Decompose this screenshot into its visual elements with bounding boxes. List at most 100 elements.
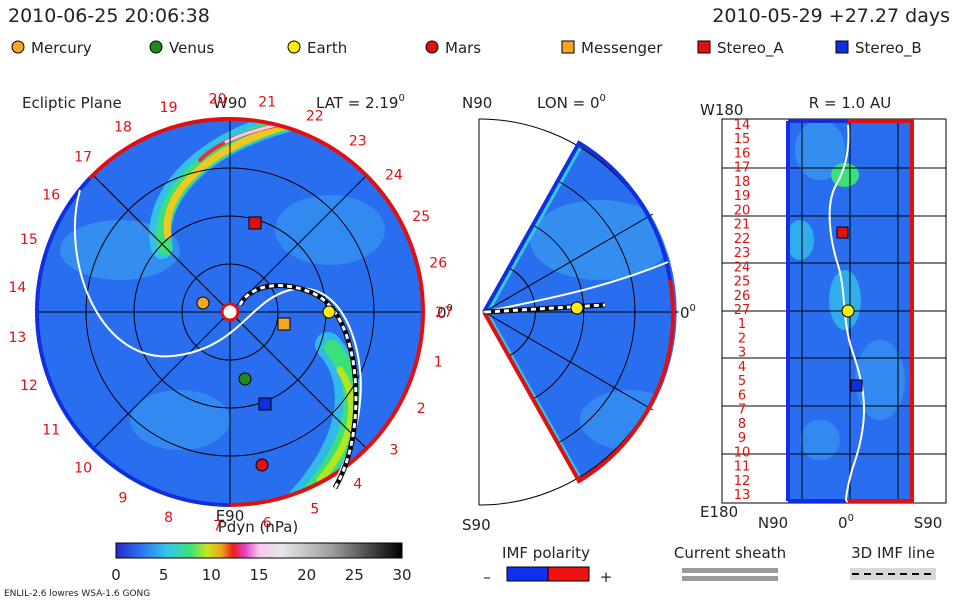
reference-label: 2010-05-29 +27.27 days — [712, 5, 950, 27]
radial-day-tick: 10 — [734, 445, 751, 460]
mars-marker — [255, 458, 269, 472]
ecliptic-day-tick: 18 — [114, 120, 132, 136]
ecliptic-day-tick: 11 — [42, 423, 60, 439]
model-footer: ENLIL-2.6 lowres WSA-1.6 GONG — [4, 589, 150, 599]
meridional-top-label: N90 — [462, 94, 492, 112]
colorbar-tick: 5 — [159, 566, 169, 584]
ecliptic-day-tick: 7 — [213, 519, 222, 535]
ecliptic-day-tick: 5 — [310, 502, 319, 518]
legend-marker-4 — [561, 40, 575, 54]
ecliptic-day-tick: 4 — [353, 477, 362, 493]
colorbar-tick: 20 — [297, 566, 316, 584]
radial-day-tick: 5 — [738, 374, 746, 389]
ecliptic-day-tick: 6 — [263, 516, 272, 532]
colorbar-tick: 15 — [249, 566, 268, 584]
radial-grid — [721, 118, 947, 504]
ecliptic-day-tick: 1 — [434, 354, 443, 370]
ecliptic-day-tick: 10 — [74, 461, 92, 477]
radial-boundary-positive — [848, 119, 914, 503]
radial-day-tick: 15 — [734, 132, 751, 147]
ecliptic-bottom-label: E90 — [216, 507, 245, 525]
ecliptic-right-label: 00 — [437, 303, 453, 322]
radial-day-tick: 13 — [734, 488, 751, 503]
ecliptic-day-tick: 24 — [385, 167, 403, 183]
radial-day-tick: 11 — [734, 460, 751, 475]
radial-day-tick: 21 — [734, 218, 751, 233]
ecliptic-day-tick: 14 — [8, 280, 26, 296]
radial-x-tick-right: S90 — [914, 514, 943, 532]
sun-marker — [220, 302, 240, 322]
colorbar-tick: 25 — [345, 566, 364, 584]
colorbar-ticks: 0 5 10 15 20 25 30 — [111, 566, 411, 584]
colorbar-gradient — [115, 542, 403, 559]
lat-label: LAT = 2.190 — [316, 93, 405, 112]
legend-marker-0 — [11, 40, 25, 54]
imf-polarity-plus: + — [600, 568, 613, 586]
legend-label-1: Venus — [169, 39, 214, 57]
radial-panel: R = 1.0 AU W180 E180 — [700, 94, 947, 532]
legend-label-6: Stereo_B — [855, 39, 922, 58]
meridional-current-sheath — [483, 261, 669, 313]
imf-polarity-positive-swatch — [547, 566, 590, 582]
radial-boundary-negative-2 — [788, 119, 848, 503]
ecliptic-day-tick: 22 — [306, 109, 324, 125]
legend-label-5: Stereo_A — [717, 39, 784, 58]
ecliptic-day-ticks: 20 21222324252627123456789101112131415161… — [8, 91, 452, 534]
legend-marker-5 — [697, 40, 711, 54]
planet-legend: Mercury Venus Earth Mars Messenger Stereo_A St… — [11, 39, 922, 58]
legend-marker-6 — [835, 40, 849, 54]
meridional-bottom-label: S90 — [462, 516, 491, 534]
meridional-earth-marker — [570, 301, 584, 315]
ecliptic-day-tick: 17 — [74, 149, 92, 165]
ecliptic-boundary-negative — [35, 311, 231, 507]
stereo-b-marker — [258, 397, 272, 411]
radial-day-tick: 16 — [734, 147, 751, 162]
radial-day-tick: 19 — [734, 189, 751, 204]
ecliptic-day-tick: 2 — [417, 401, 426, 417]
legend-marker-3 — [425, 40, 439, 54]
ecliptic-day-tick: 23 — [349, 133, 367, 149]
ecliptic-day-tick: 15 — [20, 232, 38, 248]
current-sheath-swatch-1 — [682, 568, 778, 573]
ecliptic-day-tick: 26 — [429, 256, 447, 272]
ecliptic-day-tick: 25 — [412, 209, 430, 225]
legend-label-3: Mars — [445, 39, 481, 57]
ecliptic-title: Ecliptic Plane — [22, 94, 122, 112]
radial-day-tick: 12 — [734, 474, 751, 489]
current-sheath-label: Current sheath — [674, 544, 786, 562]
radial-stereo-b-marker — [850, 379, 863, 392]
ecliptic-day-tick: 19 — [160, 100, 178, 116]
radial-day-tick: 4 — [738, 360, 746, 375]
ecliptic-boundary-positive-3 — [88, 116, 231, 180]
imf-polarity-key: IMF polarity – + — [483, 544, 612, 586]
legend-label-4: Messenger — [581, 39, 663, 57]
radial-day-tick: 18 — [734, 175, 751, 190]
ecliptic-top-label: W90 — [213, 94, 247, 112]
ecliptic-boundary-positive — [229, 117, 425, 313]
radial-bottom-left-label: E180 — [700, 503, 738, 521]
radial-day-tick: 6 — [738, 388, 746, 403]
radial-x-tick-left: N90 — [758, 514, 788, 532]
current-sheath-swatch-2 — [682, 576, 778, 581]
ecliptic-day-tick: 13 — [8, 330, 26, 346]
ecliptic-day-tick: 8 — [164, 510, 173, 526]
imf-line-key: 3D IMF line — [850, 544, 936, 580]
meridional-boundary-negative — [482, 140, 672, 313]
legend-marker-1 — [149, 40, 163, 54]
ecliptic-boundary-positive-2 — [229, 311, 425, 507]
ecliptic-day-tick: 12 — [20, 378, 38, 394]
radial-day-tick: 20 — [734, 203, 751, 218]
ecliptic-imf-line — [238, 284, 358, 489]
radial-day-tick: 25 — [734, 275, 751, 290]
messenger-marker — [277, 317, 291, 331]
imf-polarity-negative-swatch — [506, 566, 549, 582]
radial-day-ticks: 1415161718192021222324252627123456789101… — [734, 118, 751, 503]
legend-marker-2 — [287, 40, 301, 54]
lon-label: LON = 00 — [537, 93, 606, 112]
meridional-right-label: 00 — [680, 303, 696, 322]
radial-day-tick: 9 — [738, 431, 746, 446]
earth-marker — [322, 305, 336, 319]
ecliptic-day-tick: 27 — [435, 305, 453, 321]
